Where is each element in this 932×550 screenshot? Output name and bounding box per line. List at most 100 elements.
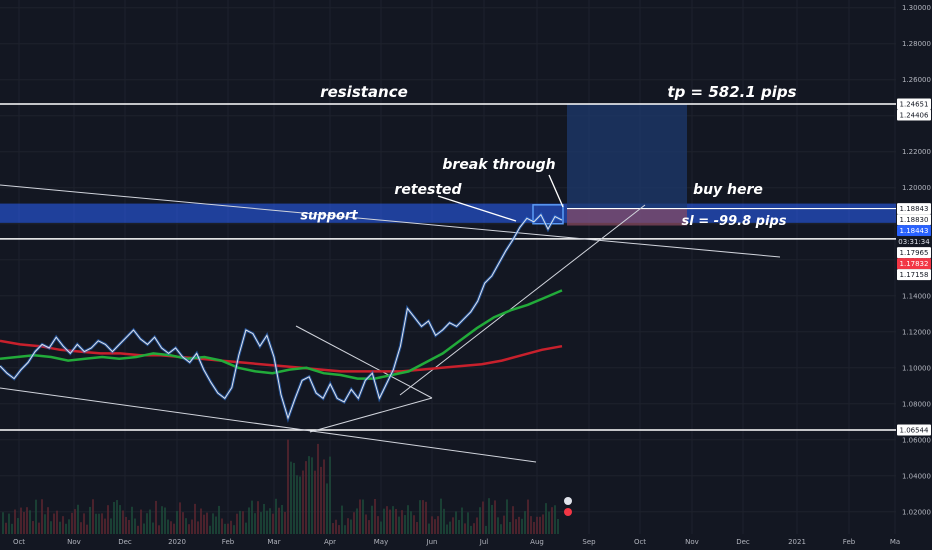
volume-bar — [26, 507, 28, 534]
volume-bar — [179, 502, 181, 534]
lower-channel-line — [0, 387, 537, 463]
volume-bar — [119, 505, 121, 534]
chart-grid — [0, 0, 896, 534]
volume-bar — [11, 523, 13, 534]
annotation-label: retested — [394, 182, 462, 198]
y-tick-label: 1.20000 — [902, 184, 931, 192]
volume-bar — [50, 521, 52, 534]
volume-bar — [281, 504, 283, 534]
volume-bar — [209, 525, 211, 534]
volume-bar — [35, 499, 37, 534]
volume-bar — [20, 507, 22, 534]
moving-average-red — [0, 339, 563, 373]
volume-bar — [395, 508, 397, 534]
event-marker-icon[interactable] — [564, 497, 572, 505]
price-tag — [897, 203, 931, 215]
volume-bar — [386, 506, 388, 534]
volume-bar — [341, 505, 343, 534]
volume-bar — [137, 525, 139, 534]
volume-bar — [368, 520, 370, 534]
x-tick-label: Aug — [530, 538, 544, 546]
event-marker-icon[interactable] — [564, 508, 572, 516]
y-tick-label: 1.12000 — [902, 328, 931, 336]
volume-bar — [410, 511, 412, 534]
volume-bar — [431, 516, 433, 534]
volume-bar — [302, 470, 304, 534]
volume-bar — [86, 524, 88, 534]
chart-annotations: resistance tp = 582.1 pips break through re… — [300, 83, 796, 229]
volume-bar — [425, 501, 427, 534]
volume-bar — [53, 513, 55, 534]
volume-bar — [197, 521, 199, 534]
volume-bar — [194, 503, 196, 534]
event-markers[interactable] — [564, 497, 572, 516]
volume-bar — [161, 506, 163, 534]
volume-bar — [266, 510, 268, 534]
volume-bar — [323, 459, 325, 534]
volume-bar — [149, 509, 151, 534]
y-tick-label: 1.04000 — [902, 472, 931, 480]
volume-bar — [203, 514, 205, 534]
volume-bar — [254, 513, 256, 534]
volume-bar — [353, 512, 355, 534]
volume-bar — [461, 507, 463, 534]
volume-bar — [47, 507, 49, 534]
price-tag-label: 1.17158 — [900, 271, 929, 279]
volume-bar — [98, 513, 100, 534]
volume-bar — [536, 516, 538, 534]
volume-bar — [287, 439, 289, 534]
x-tick-label: Feb — [843, 538, 856, 546]
volume-bar — [167, 519, 169, 534]
volume-bar — [338, 525, 340, 534]
volume-bar — [314, 470, 316, 534]
y-tick-label: 1.02000 — [902, 508, 931, 516]
ascending-trendline — [399, 204, 646, 396]
price-tag-label: 1.24651 — [900, 101, 929, 109]
volume-bar — [503, 515, 505, 534]
price-tag-label: 1.24406 — [900, 112, 929, 120]
volume-bar — [248, 507, 250, 534]
volume-bar — [317, 443, 319, 534]
volume-bar — [332, 523, 334, 534]
volume-bar — [515, 519, 517, 534]
volume-bar — [359, 499, 361, 534]
y-tick-label: 1.22000 — [902, 148, 931, 156]
y-tick-label: 1.06000 — [902, 436, 931, 444]
volume-bar — [257, 501, 259, 534]
volume-bar — [89, 506, 91, 534]
volume-bar — [227, 523, 229, 534]
price-tag-label: 1.17965 — [900, 249, 929, 257]
volume-bar — [41, 499, 43, 534]
volume-bar — [284, 511, 286, 534]
price-tag — [897, 109, 931, 121]
x-tick-label: Ma — [890, 538, 900, 546]
break-through-arrow — [548, 174, 564, 208]
volume-bar — [350, 519, 352, 534]
volume-bar — [8, 513, 10, 534]
x-tick-label: Oct — [13, 538, 25, 546]
volume-bar — [140, 509, 142, 534]
volume-bar — [77, 504, 79, 534]
time-axis-panel[interactable] — [0, 534, 896, 550]
price-tag-label: 1.06544 — [900, 427, 929, 435]
price-tag — [897, 258, 931, 270]
volume-bar — [344, 525, 346, 534]
volume-bar — [2, 512, 4, 534]
price-tag-label: 1.18830 — [900, 216, 929, 224]
volume-bars — [2, 439, 559, 534]
volume-bar — [212, 513, 214, 534]
volume-bar — [113, 501, 115, 534]
volume-bar — [362, 499, 364, 534]
y-tick-label: 1.08000 — [902, 400, 931, 408]
volume-bar — [92, 499, 94, 534]
volume-bar — [500, 524, 502, 534]
volume-bar — [464, 523, 466, 534]
chart-series — [0, 212, 563, 424]
volume-bar — [239, 510, 241, 534]
x-tick-label: 2021 — [788, 538, 806, 546]
volume-bar — [242, 511, 244, 534]
annotation-label: support — [300, 209, 358, 224]
volume-bar — [188, 524, 190, 534]
